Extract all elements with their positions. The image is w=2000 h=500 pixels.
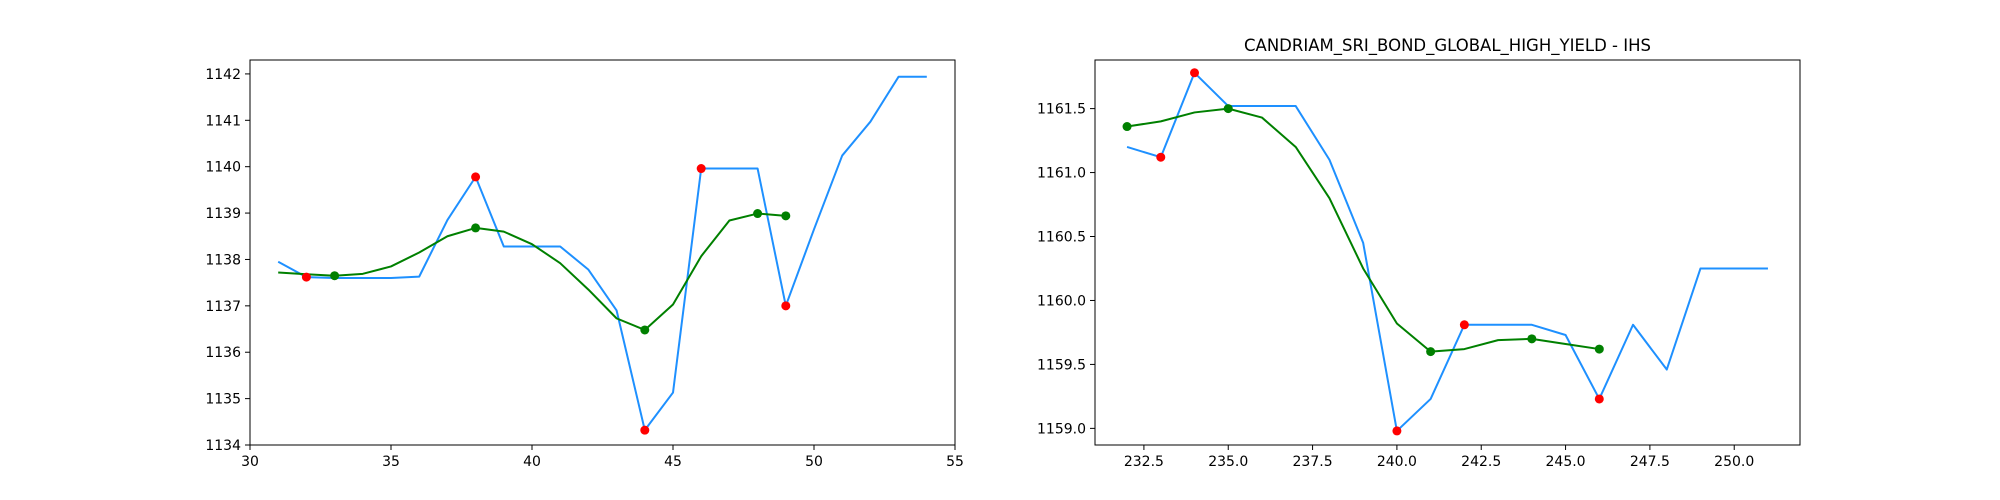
y-tick-label: 1160.5 xyxy=(1037,230,1086,246)
y-tick-label: 1142 xyxy=(205,67,241,83)
smoothed-line xyxy=(1126,107,1600,353)
x-tick-label: 30 xyxy=(241,454,259,470)
y-tick-label: 1161.0 xyxy=(1037,166,1086,182)
green-marker xyxy=(1122,122,1132,132)
chart-title: CANDRIAM_SRI_BOND_GLOBAL_HIGH_YIELD - IH… xyxy=(1244,36,1651,56)
y-tick-label: 1159.5 xyxy=(1037,357,1086,373)
x-tick-label: 50 xyxy=(805,454,823,470)
x-tick-label: 245.0 xyxy=(1546,454,1586,470)
y-tick-label: 1139 xyxy=(205,206,241,222)
y-tick-label: 1135 xyxy=(205,392,241,408)
red-marker xyxy=(696,164,706,174)
y-tick-label: 1160.0 xyxy=(1037,293,1086,309)
x-tick-label: 250.0 xyxy=(1714,454,1754,470)
y-tick-label: 1137 xyxy=(205,299,241,315)
x-tick-label: 247.5 xyxy=(1630,454,1670,470)
smoothed-line xyxy=(278,212,786,331)
red-marker xyxy=(1190,68,1200,78)
y-tick-label: 1161.5 xyxy=(1037,102,1086,118)
green-marker xyxy=(471,223,481,233)
red-marker xyxy=(301,272,311,282)
y-tick-label: 1138 xyxy=(205,252,241,268)
x-tick-label: 240.0 xyxy=(1377,454,1417,470)
green-marker xyxy=(640,325,650,335)
red-marker xyxy=(1459,320,1469,330)
x-tick-label: 242.5 xyxy=(1461,454,1501,470)
y-tick-label: 1140 xyxy=(205,160,241,176)
x-tick-label: 35 xyxy=(382,454,400,470)
x-tick-label: 237.5 xyxy=(1293,454,1333,470)
x-tick-label: 232.5 xyxy=(1124,454,1164,470)
red-marker xyxy=(1594,394,1604,404)
red-marker xyxy=(781,301,791,311)
price-line xyxy=(1126,71,1768,432)
x-tick-label: 45 xyxy=(664,454,682,470)
green-marker xyxy=(1594,344,1604,354)
red-marker xyxy=(640,425,650,435)
red-marker xyxy=(471,172,481,182)
x-tick-label: 235.0 xyxy=(1208,454,1248,470)
y-tick-label: 1136 xyxy=(205,345,241,361)
axes-frame xyxy=(249,59,956,446)
green-marker xyxy=(330,271,340,281)
axes-frame xyxy=(1094,59,1801,446)
green-marker xyxy=(1426,347,1436,357)
green-marker xyxy=(753,209,763,219)
x-tick-label: 40 xyxy=(523,454,541,470)
x-tick-label: 55 xyxy=(946,454,964,470)
y-tick-label: 1159.0 xyxy=(1037,421,1086,437)
green-marker xyxy=(1223,104,1233,114)
price-line xyxy=(277,75,927,432)
green-marker xyxy=(781,211,791,221)
y-tick-label: 1141 xyxy=(205,113,241,129)
green-marker xyxy=(1527,334,1537,344)
red-marker xyxy=(1392,426,1402,436)
red-marker xyxy=(1156,152,1166,162)
y-tick-label: 1134 xyxy=(205,438,241,454)
chart-left: 30 35 40 45 50 55 1134 1135 1136 1137 1138 1139 1140… xyxy=(205,59,964,470)
chart-right: CANDRIAM_SRI_BOND_GLOBAL_HIGH_YIELD - IH… xyxy=(1037,36,1801,470)
